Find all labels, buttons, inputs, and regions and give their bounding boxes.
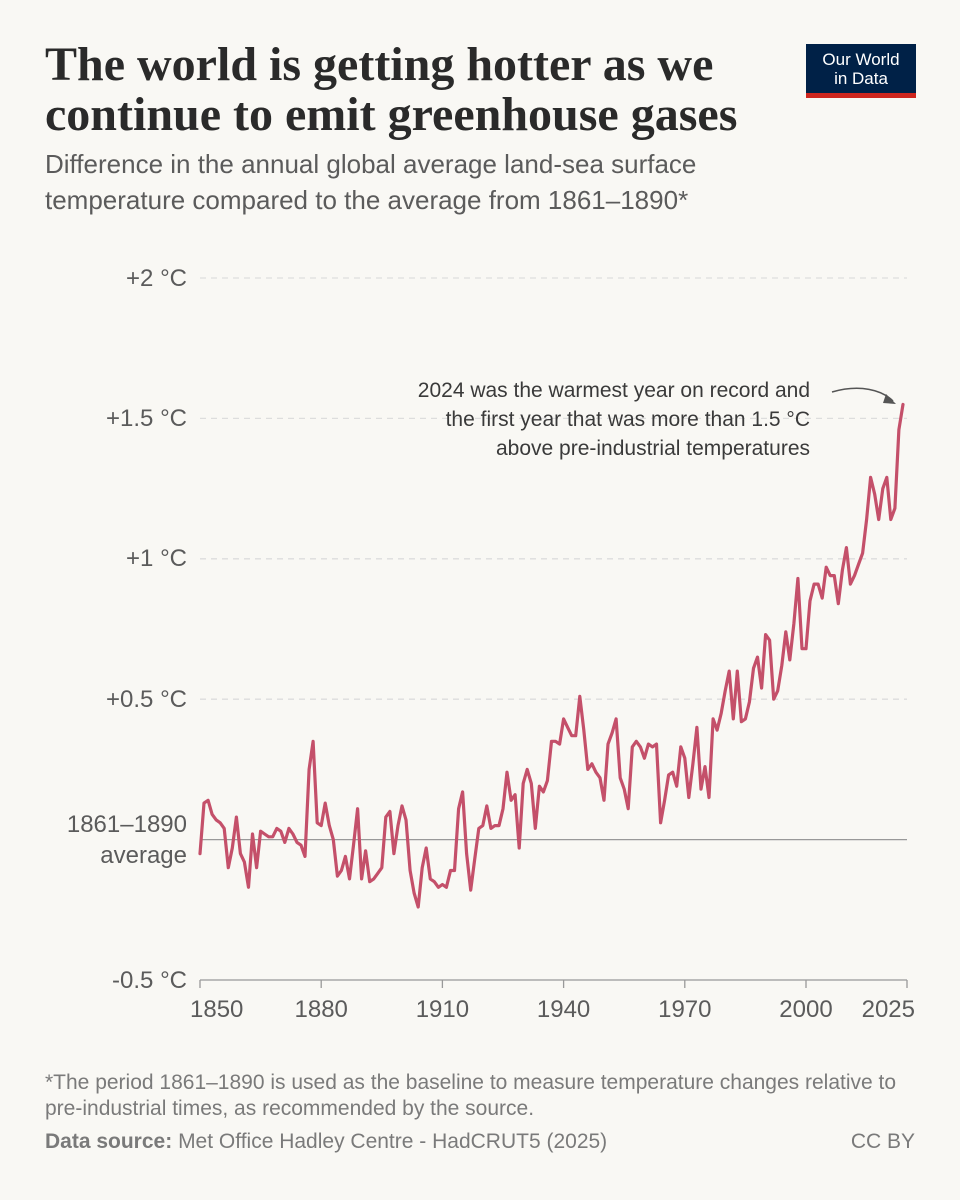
- source-label: Data source:: [45, 1130, 173, 1153]
- x-tick-label: 2025: [861, 996, 915, 1023]
- y-tick-label: +1 °C: [126, 545, 187, 573]
- footnote: *The period 1861–1890 is used as the bas…: [45, 1071, 897, 1120]
- source-text: Met Office Hadley Centre - HadCRUT5 (202…: [178, 1130, 608, 1153]
- license: CC BY: [850, 1130, 915, 1153]
- annotation: 2024 was the warmest year on record and: [417, 379, 810, 402]
- annotation-arrowhead: [883, 394, 896, 404]
- x-tick-label: 1910: [415, 996, 470, 1023]
- y-tick-label: +1.5 °C: [106, 404, 187, 432]
- y-tick-label: -0.5 °C: [112, 966, 187, 994]
- chart-title: The world is getting hotter as we contin…: [45, 38, 738, 141]
- x-tick-label: 1880: [294, 996, 348, 1023]
- x-tick-label: 2000: [779, 996, 833, 1023]
- annotation: the first year that was more than 1.5 °C: [445, 408, 810, 431]
- x-tick-label: 1850: [190, 996, 244, 1023]
- y-tick-label: 1861–1890 average: [66, 810, 187, 869]
- y-tick-label: +0.5 °C: [106, 685, 187, 713]
- annotation: above pre-industrial temperatures: [496, 437, 810, 460]
- annotation-arrow: [831, 387, 894, 402]
- y-tick-label: +2 °C: [126, 264, 187, 292]
- x-tick-label: 1970: [658, 996, 712, 1023]
- line: [198, 402, 905, 909]
- chart-subtitle: Difference in the annual global average …: [45, 149, 697, 215]
- source: Data source: Met Office Hadley Centre - …: [45, 1130, 607, 1154]
- logo: Our World in Data: [806, 44, 916, 98]
- x-tick-label: 1940: [536, 996, 591, 1023]
